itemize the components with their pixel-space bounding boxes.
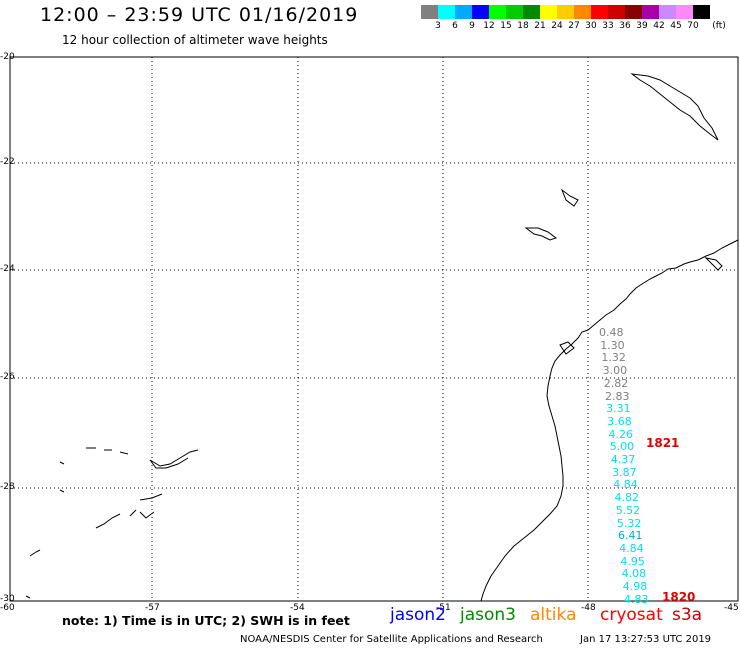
color-swatch	[591, 5, 608, 19]
wave-height-value: 4.26	[608, 427, 634, 441]
scale-label: 21	[534, 21, 546, 31]
credit-line: NOAA/NESDIS Center for Satellite Applica…	[240, 634, 543, 645]
reservoir-b	[524, 227, 558, 241]
color-swatch	[540, 5, 557, 19]
scale-label: 15	[500, 21, 512, 31]
satellite-legend-item: jason3	[460, 605, 516, 625]
scale-label: 18	[517, 21, 529, 31]
satellite-legend-item: jason2	[390, 605, 446, 625]
coastline-mainland	[480, 239, 739, 602]
wave-height-value: 4.84	[619, 541, 644, 555]
scale-label: 12	[483, 21, 495, 31]
longitude-label: -60	[0, 603, 15, 613]
color-swatch	[693, 5, 710, 19]
color-swatch	[472, 5, 489, 19]
satellite-legend-item: cryosat	[600, 605, 663, 625]
wave-height-value: 3.87	[612, 465, 637, 479]
wave-height-value: 5.52	[615, 503, 641, 517]
color-swatch	[489, 5, 506, 19]
map-title: 12:00 – 23:59 UTC 01/16/2019	[40, 4, 359, 26]
coastline-inlet	[704, 257, 723, 271]
wave-height-value: 0.48	[599, 326, 624, 339]
scale-label: 9	[469, 21, 475, 31]
longitude-label: -45	[724, 603, 739, 613]
color-swatch	[438, 5, 455, 19]
lake-shore	[630, 73, 719, 141]
color-swatch	[557, 5, 574, 19]
longitude-label: -48	[581, 603, 596, 613]
scale-label: 27	[568, 21, 580, 31]
map-frame	[9, 56, 739, 602]
color-swatch	[523, 5, 540, 19]
wave-height-value: 4.84	[613, 478, 638, 492]
coastline-bay	[559, 341, 575, 355]
color-swatch	[642, 5, 659, 19]
longitude-label: -54	[290, 603, 305, 613]
map-subtitle: 12 hour collection of altimeter wave hei…	[62, 33, 328, 47]
scale-label: 30	[585, 21, 597, 31]
wave-height-value: 4.98	[622, 580, 648, 593]
wave-height-value: 3.68	[607, 414, 632, 428]
scale-label: 45	[670, 21, 682, 31]
scale-unit: (ft)	[712, 21, 726, 31]
island-group	[86, 447, 199, 469]
wave-height-value: 3.31	[606, 402, 631, 416]
color-swatch	[625, 5, 642, 19]
satellite-legend-item: altika	[530, 605, 577, 625]
reservoir-a	[560, 188, 579, 207]
latitude-label: -30	[0, 594, 15, 604]
color-scale-bar	[421, 5, 710, 19]
scale-label: 33	[602, 21, 614, 31]
longitude-label: -57	[145, 603, 160, 613]
pass-time-label: 1821	[646, 436, 680, 450]
island-group-south	[25, 461, 163, 599]
wave-height-value: 4.95	[620, 554, 645, 568]
latitude-label: -24	[0, 264, 15, 274]
scale-label: 36	[619, 21, 631, 31]
color-swatch	[659, 5, 676, 19]
latitude-label: -20	[0, 52, 15, 62]
scale-label: 70	[687, 21, 699, 31]
scale-label: 6	[452, 21, 458, 31]
wave-height-value: 2.83	[605, 389, 630, 403]
scale-label: 3	[435, 21, 441, 31]
color-scale-labels: 3 6 9 12 15 18 21 24 27 30 33 36 39 42 45 70 (ft)	[421, 21, 731, 35]
latitude-label: -26	[0, 372, 15, 382]
pass-time-label: 1820	[662, 590, 696, 604]
latitude-label: -28	[0, 482, 15, 492]
wave-height-value: 4.37	[610, 453, 636, 466]
wave-height-value: 4.82	[614, 491, 640, 505]
color-swatch	[421, 5, 438, 19]
wave-height-value: 5.00	[609, 440, 635, 454]
generation-timestamp: Jan 17 13:27:53 UTC 2019	[580, 634, 712, 645]
coastline	[25, 73, 739, 602]
satellite-legend-item: s3a	[672, 605, 703, 625]
color-swatch	[676, 5, 693, 19]
color-swatch	[574, 5, 591, 19]
longitude-label: -51	[436, 603, 451, 613]
color-swatch	[506, 5, 523, 19]
wave-height-value: 3.00	[602, 364, 628, 378]
wave-height-value: 1.32	[601, 351, 626, 365]
color-swatch	[608, 5, 625, 19]
wave-height-value: 4.08	[621, 567, 647, 581]
latitude-label: -22	[0, 157, 15, 167]
color-swatch	[455, 5, 472, 19]
wave-height-value: 1.30	[600, 338, 625, 352]
scale-label: 39	[636, 21, 648, 31]
wave-height-value: 4.83	[624, 592, 649, 606]
footer-note: note: 1) Time is in UTC; 2) SWH is in fe…	[62, 613, 350, 628]
scale-label: 42	[653, 21, 665, 31]
wave-height-value: 5.32	[616, 516, 642, 530]
graticule	[10, 57, 738, 601]
wave-height-value: 2.82	[603, 376, 629, 390]
wave-height-value: 6.41	[618, 529, 643, 543]
scale-label: 24	[551, 21, 563, 31]
